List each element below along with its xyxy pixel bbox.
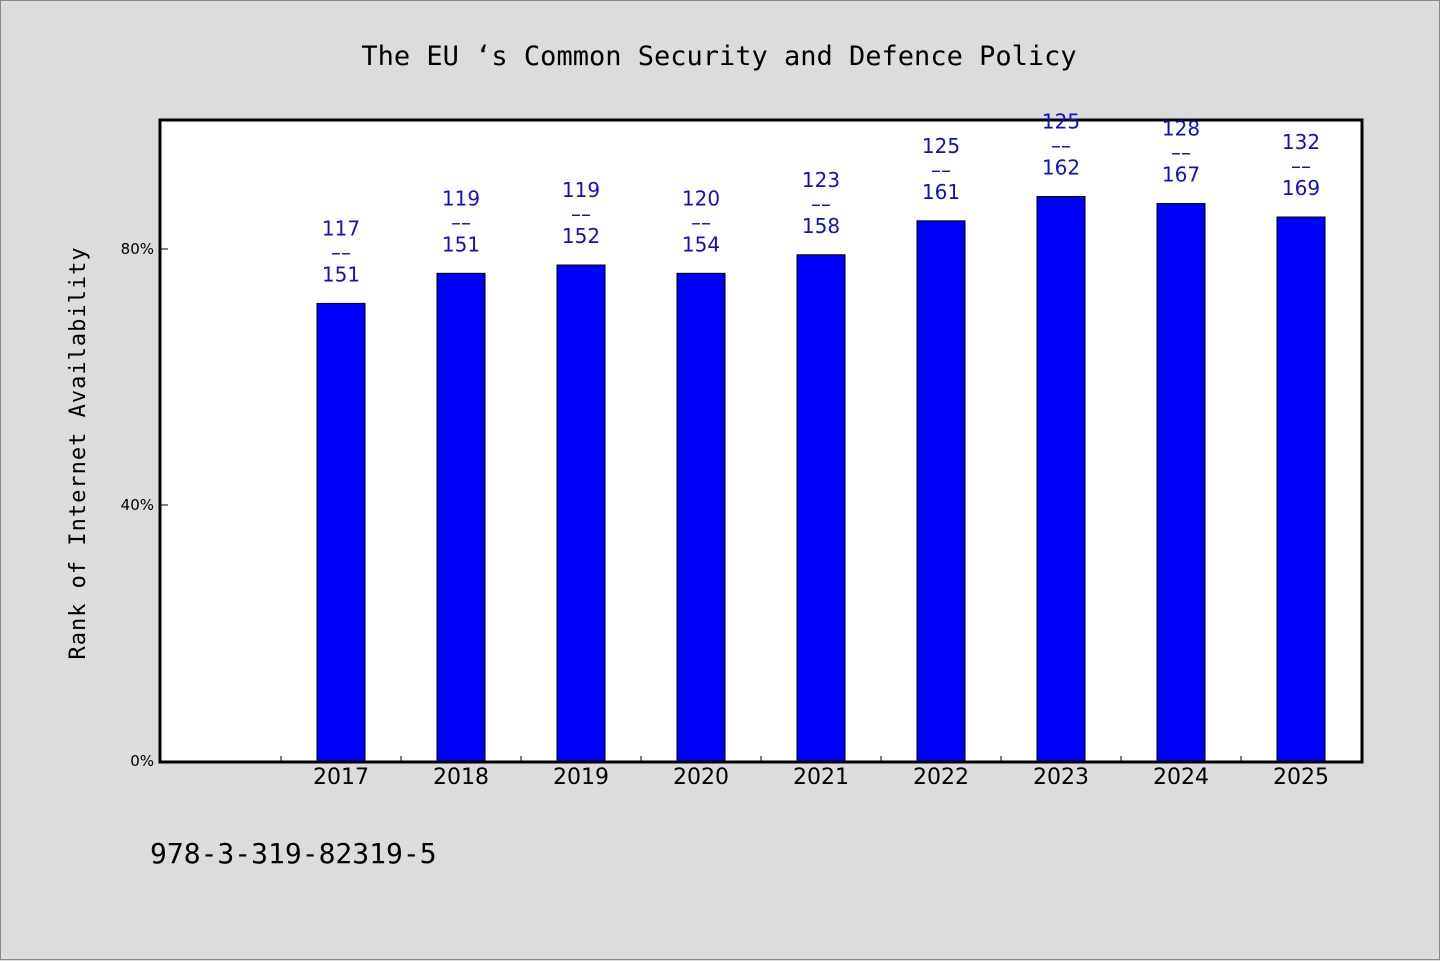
isbn-footer: 978-3-319-82319-5 [150,837,437,870]
y-axis-label: Rank of Internet Availability [66,246,91,659]
x-tick-label: 2023 [1033,765,1089,790]
data-label-separator: –– [1051,134,1071,158]
data-label-bottom: 169 [1282,176,1320,200]
x-tick-label: 2017 [313,765,369,790]
data-label-top: 119 [442,186,480,210]
data-label-top: 117 [322,216,360,240]
data-label-bottom: 151 [322,262,360,286]
y-tick-label: 0% [130,752,154,770]
data-label-top: 128 [1162,117,1200,141]
data-label-top: 125 [922,134,960,158]
data-label-bottom: 167 [1162,163,1200,187]
data-label-top: 132 [1282,130,1320,154]
data-label-separator: –– [331,240,351,264]
bar-2022 [916,220,966,762]
bar-2020 [676,272,726,762]
y-ticks-group: 0% 40% 80% [121,240,168,770]
data-label-top: 123 [802,168,840,192]
data-label-separator: –– [811,192,831,216]
bar-2025 [1276,216,1326,762]
chart-title: The EU ‘s Common Security and Defence Po… [361,41,1076,72]
bar-2018 [436,272,486,762]
data-label-top: 120 [682,186,720,210]
data-label-bottom: 152 [562,224,600,248]
data-label-bottom: 162 [1042,156,1080,180]
y-tick-label: 80% [121,240,154,258]
bar-2019 [556,264,606,762]
data-label-bottom: 158 [802,214,840,238]
bar-2024 [1156,203,1206,762]
data-label-bottom: 161 [922,180,960,204]
y-tick-label: 40% [121,496,154,514]
bar-2017 [316,302,366,762]
data-label-top: 119 [562,178,600,202]
x-ticks-group: 2017 2018 2019 2020 2021 2022 2023 2024 2025 [280,756,1362,790]
data-label-separator: –– [451,210,471,234]
x-tick-label: 2021 [793,765,849,790]
data-labels-group: 117––151119––151119––152120––154123––158… [322,110,1320,287]
bar-2021 [796,254,846,762]
data-label-top: 125 [1042,110,1080,134]
data-label-bottom: 151 [442,232,480,256]
data-label-separator: –– [691,210,711,234]
x-tick-label: 2022 [913,765,969,790]
x-tick-label: 2018 [433,765,489,790]
data-label-separator: –– [931,158,951,182]
data-label-separator: –– [571,202,591,226]
bars-group [316,196,1326,762]
x-tick-label: 2020 [673,765,729,790]
x-tick-label: 2019 [553,765,609,790]
data-label-separator: –– [1291,154,1311,178]
x-tick-label: 2025 [1273,765,1329,790]
x-tick-label: 2024 [1153,765,1209,790]
bar-2023 [1036,196,1086,762]
data-label-separator: –– [1171,141,1191,165]
data-label-bottom: 154 [682,232,720,256]
